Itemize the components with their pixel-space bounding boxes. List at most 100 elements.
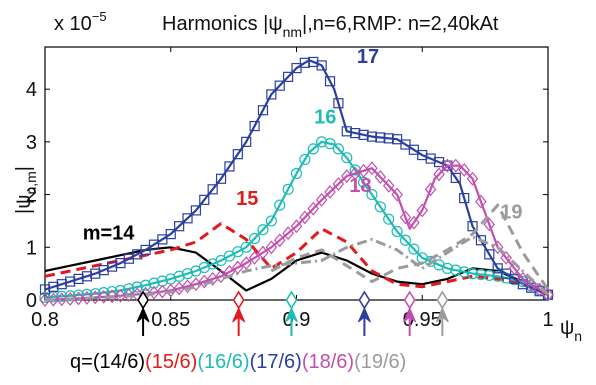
q-diamond [358, 290, 371, 310]
series-labels: m=14 15 16 17 18 19 [83, 46, 523, 245]
point-marker-16 [131, 281, 143, 293]
point-marker-17 [106, 261, 118, 272]
point-marker-18 [106, 289, 118, 304]
point-marker-16 [349, 164, 361, 176]
point-marker-18 [72, 291, 85, 306]
point-marker-18 [265, 240, 278, 255]
point-marker-17 [459, 192, 470, 204]
q-value: (17/6) [250, 351, 302, 373]
point-marker-18 [382, 178, 395, 193]
q-values-line: q=(14/6)(15/6)(16/6)(17/6)(18/6)(19/6) [70, 351, 406, 373]
y-tick-label: 3 [26, 132, 37, 154]
point-marker-17 [291, 62, 302, 74]
point-marker-18 [475, 194, 487, 209]
point-marker-17 [492, 263, 503, 274]
q-value: (15/6) [145, 351, 197, 373]
point-marker-17 [341, 126, 352, 137]
point-marker-16 [458, 266, 470, 278]
title-part: Harmonics | [162, 13, 268, 35]
point-marker-17 [148, 239, 160, 250]
point-marker-16 [399, 234, 412, 246]
q-diamond [403, 290, 416, 310]
point-marker-16 [450, 264, 462, 276]
point-marker-18 [148, 285, 160, 300]
point-marker-18 [215, 269, 227, 284]
point-marker-16 [332, 143, 345, 155]
point-marker-17 [375, 132, 386, 143]
point-marker-16 [173, 270, 185, 282]
point-marker-18 [374, 170, 387, 184]
point-marker-17 [274, 80, 285, 91]
point-marker-17 [500, 268, 512, 279]
q-value: (14/6) [93, 351, 145, 373]
point-marker-16 [475, 268, 487, 281]
series-line-m=14 [44, 246, 549, 296]
title-part: |,n=6,RMP: n=2,40kAt [302, 13, 499, 35]
point-marker-17 [308, 56, 319, 68]
scale-factor-label: x 10−5 [54, 9, 107, 35]
point-marker-17 [224, 161, 235, 172]
point-marker-18 [500, 250, 512, 265]
point-marker-18 [273, 233, 286, 248]
point-marker-18 [450, 158, 462, 173]
point-marker-17 [299, 57, 310, 68]
point-marker-16 [366, 188, 378, 201]
point-marker-16 [374, 201, 386, 213]
point-marker-16 [290, 167, 303, 180]
point-marker-16 [466, 268, 479, 280]
x-tick-label: 1 [542, 309, 553, 331]
point-marker-16 [148, 277, 160, 289]
point-marker-16 [257, 224, 269, 236]
point-marker-18 [257, 245, 269, 260]
point-marker-17 [417, 149, 428, 161]
point-marker-18 [156, 284, 169, 299]
point-marker-17 [283, 71, 294, 82]
point-marker-16 [391, 225, 403, 238]
point-marker-18 [324, 185, 336, 199]
point-marker-16 [89, 288, 101, 300]
point-marker-16 [492, 270, 504, 282]
point-marker-16 [341, 152, 353, 164]
series-layer [39, 56, 554, 307]
point-marker-18 [282, 226, 294, 241]
point-marker-16 [316, 136, 328, 148]
series-label-19: 19 [500, 201, 522, 223]
point-marker-16 [307, 143, 319, 155]
point-marker-17 [207, 184, 218, 195]
point-marker-18 [290, 219, 303, 234]
point-marker-17 [81, 271, 93, 282]
point-marker-17 [165, 229, 176, 240]
point-marker-17 [484, 249, 495, 260]
point-marker-17 [249, 120, 260, 132]
point-marker-17 [140, 244, 151, 256]
point-marker-16 [240, 241, 252, 253]
point-marker-18 [240, 256, 252, 271]
point-marker-18 [55, 292, 68, 307]
point-marker-17 [316, 60, 327, 71]
q-value: (19/6) [354, 351, 406, 373]
point-marker-16 [248, 232, 261, 245]
chart-text: x 10−5 Harmonics |ψnm|,n=6,RMP: n=2,40kAt… [13, 9, 582, 344]
q-value: (18/6) [302, 351, 354, 373]
q-arrow-head [136, 306, 150, 323]
x-tick-label: 0.85 [151, 309, 190, 331]
q-diamond [232, 290, 245, 310]
point-marker-17 [199, 194, 210, 205]
q-prefix: q= [70, 351, 93, 373]
point-marker-16 [441, 262, 453, 274]
point-marker-17 [425, 153, 436, 164]
point-marker-18 [307, 201, 320, 216]
point-marker-17 [182, 213, 193, 224]
point-marker-17 [157, 234, 168, 245]
y-tick-label: 2 [26, 185, 37, 207]
point-marker-17 [65, 276, 76, 287]
point-marker-17 [408, 144, 419, 155]
point-marker-18 [39, 293, 51, 307]
point-marker-18 [366, 161, 378, 176]
x-label-symbol: ψ [560, 317, 574, 339]
point-marker-16 [140, 279, 152, 291]
point-marker-17 [324, 76, 336, 87]
series-label-17: 17 [357, 46, 379, 68]
q-arrow-head [232, 306, 246, 323]
point-marker-17 [241, 136, 252, 147]
